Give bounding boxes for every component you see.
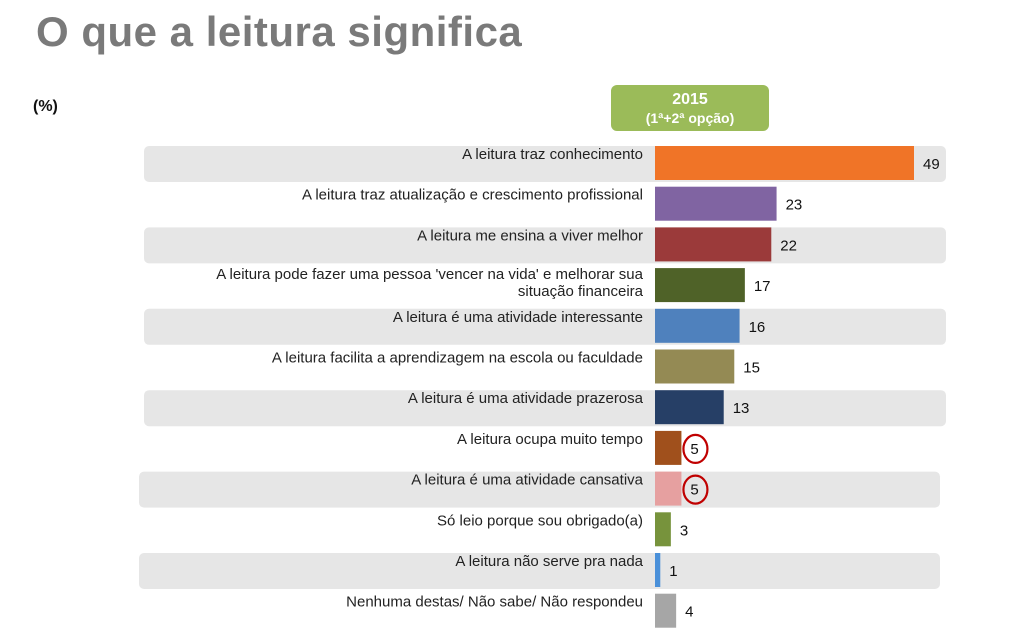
row-band <box>139 471 940 508</box>
bar <box>655 268 745 303</box>
category-label: A leitura me ensina a viver melhor <box>417 227 643 244</box>
value-label: 4 <box>685 604 693 621</box>
value-label: 16 <box>749 319 766 336</box>
row-band <box>144 308 946 345</box>
bar <box>655 349 735 384</box>
bar <box>655 146 914 180</box>
category-label: A leitura facilita a aprendizagem na esc… <box>272 350 643 367</box>
value-label: 3 <box>680 522 688 539</box>
value-label: 15 <box>743 360 760 377</box>
category-label: A leitura é uma atividade cansativa <box>411 472 643 489</box>
bar <box>655 227 772 262</box>
value-label: 22 <box>780 237 797 254</box>
category-label: A leitura traz conhecimento <box>462 146 643 163</box>
page-title: O que a leitura significa <box>36 8 523 55</box>
value-label: 23 <box>786 197 803 214</box>
category-label: A leitura ocupa muito tempo <box>457 431 643 448</box>
bar <box>655 430 682 465</box>
bar <box>655 553 661 587</box>
highlight-circle <box>682 474 709 505</box>
category-label: Nenhuma destas/ Não sabe/ Não respondeu <box>346 594 643 611</box>
bar <box>655 471 682 506</box>
category-label: A leitura é uma atividade interessante <box>393 309 643 326</box>
bar <box>655 186 777 221</box>
unit-label: (%) <box>33 98 58 115</box>
value-label: 5 <box>690 441 698 458</box>
highlight-circle <box>682 433 709 464</box>
value-label: 49 <box>923 156 940 173</box>
category-label: Só leio porque sou obrigado(a) <box>437 512 643 529</box>
value-label: 13 <box>733 400 750 417</box>
series-year: 2015 <box>672 90 708 108</box>
series-header-badge: 2015 (1ª+2ª opção) <box>611 85 769 131</box>
bar <box>655 308 740 343</box>
category-label: A leitura pode fazer uma pessoa 'vencer … <box>216 266 643 300</box>
bar <box>655 390 724 425</box>
bar <box>655 593 677 628</box>
value-label: 1 <box>669 563 677 580</box>
category-label: A leitura traz atualização e crescimento… <box>302 187 643 204</box>
row-band <box>139 553 940 589</box>
series-note: (1ª+2ª opção) <box>645 109 735 126</box>
row-band <box>144 390 946 427</box>
category-label: A leitura não serve pra nada <box>455 553 643 570</box>
value-label: 17 <box>754 278 771 295</box>
category-label: A leitura é uma atividade prazerosa <box>408 390 644 407</box>
bar <box>655 512 671 547</box>
value-label: 5 <box>690 482 698 499</box>
